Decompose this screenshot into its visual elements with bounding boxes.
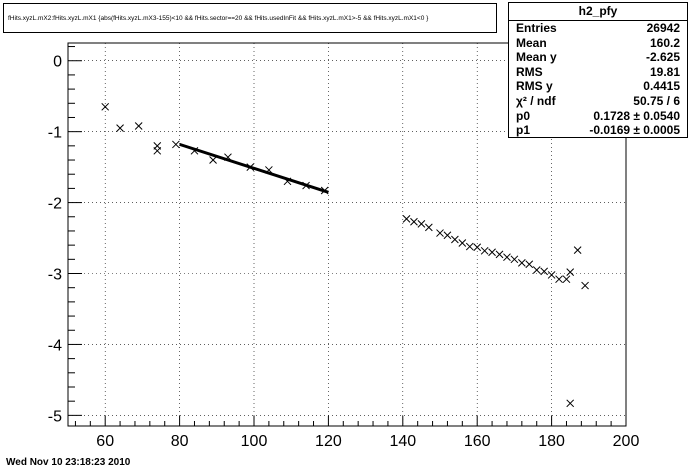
data-point: [555, 275, 563, 284]
data-point: [573, 246, 582, 254]
x-tick-label: 180: [538, 433, 565, 450]
stats-label: Entries: [516, 21, 557, 35]
stats-value: -2.625: [645, 50, 680, 65]
data-point: [424, 223, 433, 232]
data-point: [458, 239, 467, 247]
stats-label: RMS: [516, 64, 543, 79]
stats-label: χ² / ndf: [516, 93, 556, 108]
data-point: [517, 259, 526, 267]
data-point: [209, 156, 217, 164]
data-point: [566, 268, 575, 276]
y-tick-label: -3: [48, 267, 62, 284]
x-tick-label: 160: [464, 433, 491, 450]
data-point: [488, 248, 496, 257]
x-tick-label: 100: [241, 433, 268, 450]
y-tick-label: 0: [53, 54, 62, 71]
data-point: [532, 266, 541, 274]
data-point: [540, 267, 549, 276]
stats-label: RMS y: [516, 79, 553, 94]
stats-row: p0 0.1728 ± 0.0540: [509, 109, 687, 124]
stats-histogram-name: h2_pfy: [509, 3, 687, 21]
plot-frame: [67, 42, 627, 427]
stats-value: 19.81: [649, 64, 680, 79]
stats-box: h2_pfy Entries 26942 Mean 160.2 Mean y -2.6…: [508, 2, 688, 138]
data-point: [153, 146, 162, 155]
y-tick-label: -2: [48, 196, 62, 213]
data-point: [402, 215, 411, 223]
stats-row: Mean 160.2: [509, 36, 687, 51]
data-point: [473, 243, 482, 252]
data-point: [480, 246, 489, 255]
stats-value: -0.0169 ± 0.0005: [589, 123, 680, 138]
stats-label: p0: [516, 108, 531, 123]
data-point: [101, 102, 110, 111]
stats-row: Mean y -2.625: [509, 50, 687, 65]
data-point: [581, 281, 589, 290]
chart-title: fHits.xyzL.mX2:fHits.xyzL.mX1 {abs(fHits…: [8, 14, 429, 22]
stats-row: RMS 19.81: [509, 65, 687, 80]
data-point: [566, 399, 575, 408]
data-point: [436, 229, 444, 237]
data-point: [417, 220, 426, 228]
x-tick-label: 60: [96, 433, 114, 450]
data-point: [443, 231, 452, 240]
y-tick-label: -4: [48, 337, 62, 354]
data-point: [495, 250, 504, 259]
data-point: [510, 255, 519, 264]
data-point: [503, 253, 511, 262]
data-point: [547, 271, 556, 279]
stats-row: p1 -0.0169 ± 0.0005: [509, 123, 687, 138]
stats-label: Mean y: [516, 50, 557, 65]
timestamp-footer: Wed Nov 10 23:18:23 2010: [6, 457, 131, 468]
stats-value: 50.75 / 6: [633, 93, 680, 108]
stats-row: Entries 26942: [509, 21, 687, 36]
stats-value: 0.4415: [643, 79, 680, 94]
data-point: [410, 217, 418, 226]
x-tick-label: 200: [613, 433, 640, 450]
stats-value: 0.1728 ± 0.0540: [593, 108, 680, 123]
x-tick-label: 120: [315, 433, 342, 450]
stats-label: p1: [516, 123, 531, 138]
x-tick-label: 80: [171, 433, 189, 450]
stats-row: χ² / ndf 50.75 / 6: [509, 94, 687, 109]
y-tick-label: -5: [48, 408, 62, 425]
data-point: [116, 124, 124, 132]
data-point: [134, 122, 143, 130]
data-point: [451, 235, 459, 244]
data-point: [465, 242, 474, 251]
data-point: [525, 260, 534, 269]
stats-label: Mean: [516, 35, 547, 50]
y-tick-label: -1: [48, 125, 62, 142]
data-point: [172, 140, 180, 149]
stats-value: 160.2: [649, 35, 680, 50]
stats-value: 26942: [646, 21, 680, 35]
x-tick-label: 140: [389, 433, 416, 450]
fit-line: [179, 142, 329, 194]
chart-title-box: fHits.xyzL.mX2:fHits.xyzL.mX1 {abs(fHits…: [3, 3, 497, 33]
stats-row: RMS y 0.4415: [509, 79, 687, 94]
data-point: [562, 275, 571, 284]
